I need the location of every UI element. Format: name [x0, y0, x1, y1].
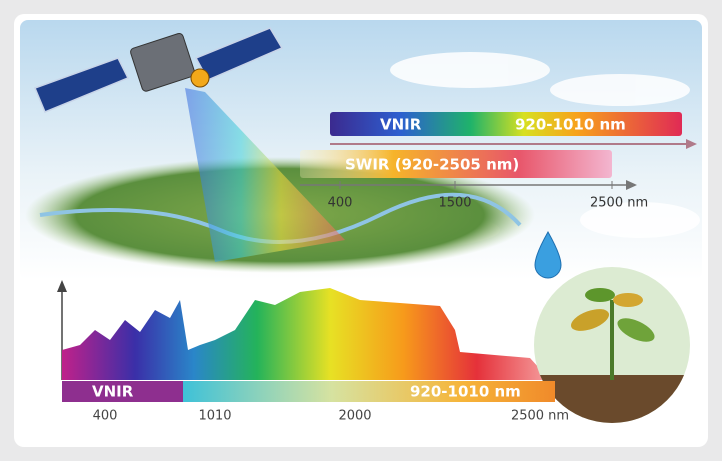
tick-label: 400	[93, 409, 118, 424]
tick-label: 1500	[438, 196, 471, 211]
tick-label: 400	[328, 196, 353, 211]
swir-band	[300, 150, 612, 178]
tick-label: 2500 nm	[590, 196, 648, 211]
bottom-range-band	[183, 381, 555, 402]
vnir-band	[330, 112, 682, 136]
band-range: 920-1010 nm	[410, 383, 521, 401]
tick-label: 2500 nm	[511, 409, 569, 424]
water-drop	[534, 230, 562, 279]
band-range: 920-1010 nm	[515, 116, 626, 134]
satellite	[34, 27, 284, 113]
band-name: VNIR	[92, 383, 134, 401]
plant-scene	[534, 267, 690, 423]
tick-label: 1010	[198, 409, 231, 424]
arrow-head	[686, 139, 697, 149]
swir-label: SWIR (920-2505 nm)	[345, 156, 519, 174]
bottom-vnir-band	[62, 381, 183, 402]
beam	[185, 88, 345, 262]
top-axis-arrow	[626, 180, 637, 190]
spectrum	[62, 288, 550, 380]
tick-label: 2000	[338, 409, 371, 424]
y-axis-arrow	[57, 280, 67, 292]
band-name: VNIR	[380, 116, 422, 134]
